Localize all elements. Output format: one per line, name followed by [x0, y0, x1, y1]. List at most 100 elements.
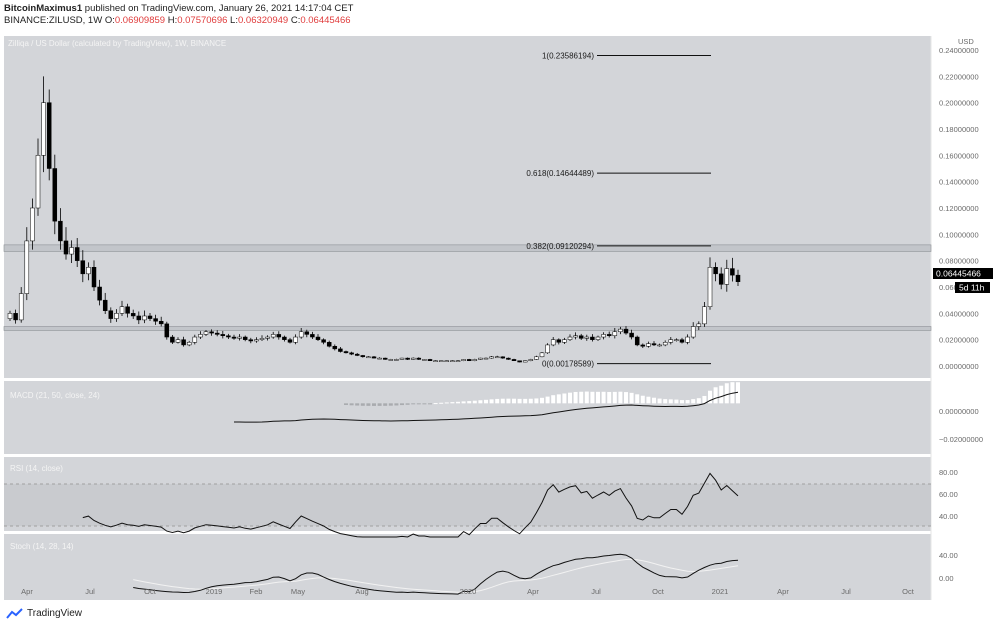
macd-bar: [551, 395, 556, 404]
macd-bar: [512, 398, 516, 404]
candle: [394, 359, 399, 361]
low-label: L:: [230, 15, 238, 26]
tradingview-icon: [6, 608, 23, 619]
candle: [735, 274, 741, 282]
candle: [399, 357, 405, 360]
macd-bar: [377, 403, 382, 406]
macd-bar: [708, 390, 712, 404]
macd-bar: [624, 392, 628, 404]
price-tick: 0.18000000: [939, 125, 979, 134]
macd-bar: [400, 403, 404, 406]
price-tick: 0.04000000: [939, 309, 979, 318]
candle: [634, 336, 640, 346]
fib-label: 0(0.00178589): [542, 360, 594, 369]
macd-bar: [500, 398, 505, 404]
candle: [332, 346, 338, 350]
support-zone: [3, 326, 932, 331]
chart-area[interactable]: Zilliqa / US Dollar (calculated by Tradi…: [0, 30, 1000, 604]
macd-bar: [596, 391, 600, 404]
candle: [153, 318, 158, 322]
macd-tick-0: 0.00000000: [939, 407, 979, 416]
candle: [214, 332, 220, 335]
macd-bar: [450, 402, 455, 404]
candle: [674, 339, 679, 341]
candle: [192, 336, 198, 343]
candle: [248, 339, 254, 342]
candle: [690, 326, 696, 338]
macd-bar: [584, 391, 589, 404]
candle: [388, 359, 394, 361]
candle: [287, 339, 293, 343]
candle: [170, 336, 175, 343]
candle: [534, 356, 539, 360]
macd-bar: [579, 391, 584, 404]
price-tick: 0.00000000: [939, 362, 979, 371]
candle: [590, 336, 595, 340]
publish-text: published on TradingView.com, January 26…: [82, 3, 354, 14]
macd-bar: [360, 403, 365, 406]
macd-bar: [366, 403, 371, 406]
macd-bar: [696, 398, 701, 404]
price-panel[interactable]: [4, 36, 931, 378]
open-value: 0.06909859: [114, 15, 166, 26]
macd-bar: [394, 403, 399, 406]
macd-bar: [635, 394, 640, 404]
candles: [7, 76, 741, 363]
candle: [97, 286, 102, 301]
candle: [270, 334, 276, 338]
macd-bar: [646, 396, 651, 404]
candle: [63, 240, 69, 255]
tradingview-logo[interactable]: TradingView: [6, 608, 82, 619]
macd-line: [234, 391, 739, 423]
macd-panel[interactable]: [4, 381, 931, 454]
fib-label: 1(0.23586194): [542, 51, 594, 60]
axis-unit: USD: [958, 37, 974, 46]
author-name[interactable]: BitcoinMaximus1: [4, 3, 83, 14]
macd-bar: [444, 402, 449, 404]
time-axis: Apr Jul Oct 2019 Feb May Aug 2020 Apr Jul Oct 2021 A…: [21, 587, 915, 596]
candle: [164, 323, 170, 338]
time-tick: May: [291, 587, 305, 596]
candle: [455, 360, 461, 362]
candle: [601, 334, 606, 338]
macd-bar: [383, 403, 388, 406]
candle: [315, 336, 321, 340]
candle: [186, 342, 192, 346]
candle: [220, 334, 226, 336]
rsi-title: RSI (14, close): [10, 464, 63, 473]
price-tick: 0.22000000: [939, 72, 979, 81]
candle: [119, 306, 125, 314]
candle: [102, 299, 108, 311]
high-label: H:: [167, 15, 178, 26]
candle: [405, 357, 410, 360]
macd-bar: [657, 398, 662, 404]
candle: [293, 336, 298, 343]
candle: [366, 356, 371, 359]
candle: [662, 342, 668, 346]
price-tick: 0.14000000: [939, 178, 979, 187]
candle: [578, 335, 584, 339]
candle: [511, 359, 517, 361]
time-tick: Jul: [841, 587, 851, 596]
macd-bar: [478, 400, 483, 404]
candle: [483, 357, 489, 360]
macd-bar: [612, 391, 617, 404]
candle: [142, 315, 147, 321]
macd-bar: [534, 398, 539, 404]
candle: [416, 357, 422, 360]
stoch-tick-40: 40.00: [939, 551, 958, 560]
candle: [13, 313, 18, 321]
candle: [265, 336, 270, 339]
candle: [584, 336, 590, 339]
macd-bar: [344, 403, 348, 406]
time-tick: Jul: [591, 587, 601, 596]
time-tick: Jul: [85, 587, 95, 596]
macd-bar: [467, 401, 472, 404]
low-value: 0.06320949: [237, 15, 289, 26]
stoch-panel[interactable]: [4, 534, 931, 600]
candle: [489, 356, 494, 359]
candle: [69, 247, 74, 255]
candle: [466, 359, 472, 361]
candle: [114, 313, 119, 319]
macd-bar: [719, 385, 724, 404]
